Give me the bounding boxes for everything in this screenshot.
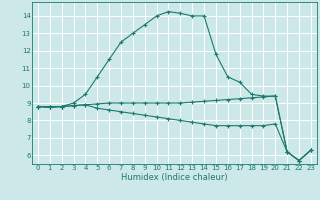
X-axis label: Humidex (Indice chaleur): Humidex (Indice chaleur) <box>121 173 228 182</box>
